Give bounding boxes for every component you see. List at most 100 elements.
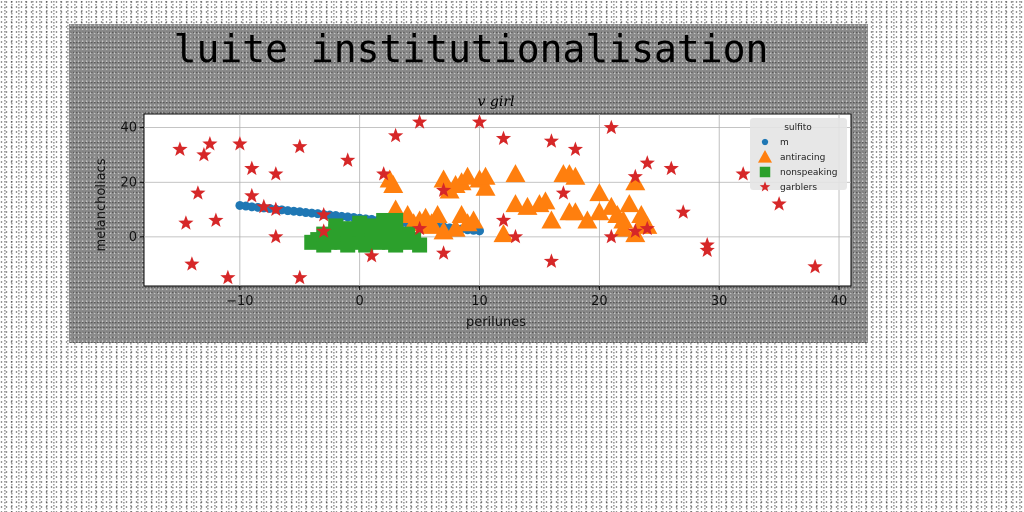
point-garblers xyxy=(495,212,512,227)
point-nonspeaking xyxy=(328,218,344,234)
legend-marker-antiracing xyxy=(758,150,772,163)
point-garblers xyxy=(543,133,559,148)
point-garblers xyxy=(771,196,787,211)
point-garblers xyxy=(663,160,679,176)
point-garblers xyxy=(292,269,308,285)
point-garblers xyxy=(567,141,583,156)
point-garblers xyxy=(639,155,655,170)
point-nonspeaking xyxy=(364,218,380,234)
point-antiracing xyxy=(589,202,610,221)
scatter-chart: luite institutionalisation v girl −10 0 10… xyxy=(94,27,852,330)
point-garblers xyxy=(256,198,272,214)
legend-label-garblers: garblers xyxy=(780,183,817,193)
legend-box xyxy=(750,118,847,190)
x-tick-label: 30 xyxy=(711,294,728,309)
point-garblers xyxy=(268,166,284,181)
point-garblers xyxy=(735,166,751,181)
point-antiracing xyxy=(541,210,562,229)
point-garblers xyxy=(268,201,284,216)
point-garblers xyxy=(220,269,236,285)
point-garblers xyxy=(603,228,619,244)
point-garblers xyxy=(172,141,188,156)
plot-area xyxy=(143,113,852,287)
point-garblers xyxy=(495,130,512,145)
point-antiracing xyxy=(475,166,496,185)
x-tick-label: 0 xyxy=(356,294,364,309)
series-garblers xyxy=(172,114,823,285)
x-tick-label: −10 xyxy=(226,294,253,309)
point-garblers xyxy=(471,114,488,129)
legend-title: sulfito xyxy=(784,123,812,133)
point-antiracing xyxy=(535,191,556,210)
point-garblers xyxy=(436,245,452,260)
point-garblers xyxy=(627,223,643,238)
point-antiracing xyxy=(613,218,634,237)
point-antiracing xyxy=(589,183,610,202)
point-antiracing xyxy=(463,210,484,229)
point-nonspeaking xyxy=(412,237,428,253)
legend-items: m antiracing nonspeaking garblers xyxy=(758,138,838,193)
point-garblers xyxy=(316,207,332,222)
point-nonspeaking xyxy=(388,212,404,228)
point-antiracing xyxy=(445,218,466,237)
point-garblers xyxy=(555,185,571,200)
point-garblers xyxy=(208,212,224,227)
point-garblers xyxy=(196,147,212,162)
point-garblers xyxy=(244,187,260,203)
point-antiracing xyxy=(577,210,598,229)
point-garblers xyxy=(232,136,248,151)
point-garblers xyxy=(292,138,308,154)
point-antiracing xyxy=(421,215,442,234)
point-garblers xyxy=(340,152,356,167)
point-nonspeaking xyxy=(376,226,392,242)
point-antiracing xyxy=(619,194,640,213)
x-axis-label: perilunes xyxy=(466,315,526,330)
point-antiracing xyxy=(383,174,404,193)
point-antiracing xyxy=(493,224,514,243)
point-garblers xyxy=(603,119,619,135)
point-antiracing xyxy=(625,172,646,191)
point-garblers xyxy=(412,220,428,236)
point-garblers xyxy=(316,223,332,238)
chart-title: luite institutionalisation xyxy=(174,27,769,71)
point-garblers xyxy=(244,160,260,176)
point-garblers xyxy=(807,258,823,274)
point-garblers xyxy=(388,127,404,143)
legend-label-m: m xyxy=(780,138,789,148)
axis-ticks: −10 0 10 20 30 40 0 20 40 xyxy=(120,121,847,309)
y-tick-label: 20 xyxy=(120,175,137,190)
point-garblers xyxy=(675,204,691,219)
point-antiracing xyxy=(457,166,478,185)
point-antiracing xyxy=(565,202,586,221)
legend-marker-m xyxy=(761,138,769,146)
x-tick-label: 40 xyxy=(831,294,848,309)
point-antiracing xyxy=(505,194,526,213)
point-garblers xyxy=(436,182,452,197)
legend[interactable]: sulfito m antiracing nonspeaking garblers xyxy=(750,118,847,193)
point-nonspeaking xyxy=(376,212,392,228)
x-tick-label: 20 xyxy=(591,294,608,309)
point-garblers xyxy=(268,228,284,244)
point-m xyxy=(475,226,485,236)
y-tick-label: 0 xyxy=(129,230,137,245)
point-garblers xyxy=(202,136,218,151)
point-garblers xyxy=(364,248,380,263)
y-axis-label: melancholiacs xyxy=(94,158,109,251)
point-garblers xyxy=(184,256,200,271)
point-antiracing xyxy=(451,205,472,224)
y-tick-label: 40 xyxy=(120,121,137,136)
point-garblers xyxy=(376,166,392,181)
data-series xyxy=(172,114,823,285)
point-nonspeaking xyxy=(340,221,356,237)
point-garblers xyxy=(627,168,643,184)
point-garblers xyxy=(639,220,655,236)
point-garblers xyxy=(412,114,428,129)
point-nonspeaking xyxy=(400,226,416,242)
point-garblers xyxy=(190,185,206,200)
point-antiracing xyxy=(505,164,526,183)
legend-label-nonspeaking: nonspeaking xyxy=(780,168,838,178)
point-antiracing xyxy=(475,177,496,196)
point-garblers xyxy=(178,215,194,230)
figure-panel: luite institutionalisation v girl −10 0 10… xyxy=(69,24,868,343)
point-garblers xyxy=(543,253,559,268)
